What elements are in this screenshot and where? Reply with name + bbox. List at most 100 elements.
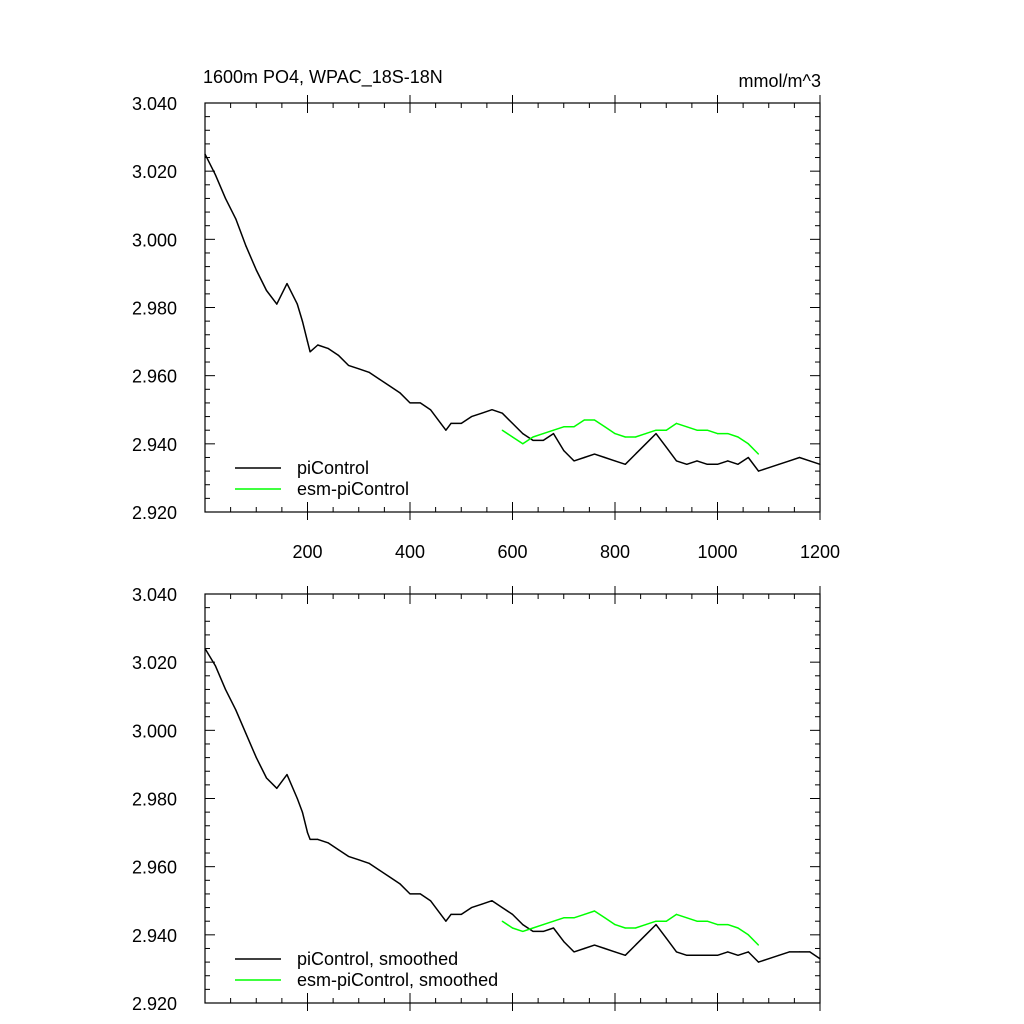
data-point bbox=[737, 463, 739, 465]
data-point bbox=[306, 831, 309, 834]
data-point bbox=[306, 340, 309, 343]
data-point bbox=[809, 951, 811, 953]
data-point bbox=[675, 460, 678, 462]
data-point bbox=[511, 927, 514, 929]
data-point bbox=[747, 951, 749, 953]
data-point bbox=[604, 426, 606, 428]
data-point bbox=[399, 392, 401, 394]
data-point bbox=[645, 433, 647, 435]
data-point bbox=[470, 415, 473, 418]
data-point bbox=[624, 436, 626, 438]
data-point bbox=[604, 456, 606, 459]
data-point bbox=[501, 906, 503, 909]
y-tick-label: 2.940 bbox=[132, 435, 177, 455]
data-point bbox=[224, 197, 227, 200]
data-point bbox=[655, 433, 657, 435]
data-point bbox=[696, 460, 698, 462]
y-tick-label: 2.960 bbox=[132, 367, 177, 387]
data-point bbox=[747, 934, 749, 936]
data-point bbox=[491, 900, 493, 902]
data-point bbox=[716, 924, 719, 926]
data-point bbox=[409, 402, 411, 404]
data-point bbox=[757, 961, 760, 963]
data-point bbox=[634, 944, 637, 946]
data-point bbox=[686, 463, 688, 465]
series-line-picontrol-smoothed bbox=[204, 648, 821, 963]
data-point bbox=[532, 927, 534, 929]
data-point bbox=[358, 368, 360, 370]
x-tick-label: 1000 bbox=[697, 542, 737, 562]
y-tick-label: 2.920 bbox=[132, 994, 177, 1014]
x-tick-label: 600 bbox=[497, 542, 527, 562]
legend-label: piControl bbox=[297, 458, 369, 478]
data-point bbox=[347, 855, 350, 858]
data-point bbox=[255, 757, 257, 759]
data-point bbox=[696, 429, 698, 431]
data-point bbox=[399, 883, 401, 885]
data-point bbox=[265, 777, 268, 779]
data-point bbox=[429, 900, 432, 902]
data-point bbox=[368, 862, 370, 864]
data-point bbox=[757, 453, 760, 455]
data-point bbox=[737, 927, 739, 929]
data-point bbox=[301, 811, 303, 813]
data-point bbox=[378, 378, 380, 380]
data-point bbox=[573, 951, 575, 953]
data-point bbox=[522, 930, 524, 933]
data-point bbox=[309, 838, 311, 841]
data-point bbox=[593, 419, 596, 421]
data-point bbox=[563, 917, 565, 919]
data-point bbox=[645, 924, 647, 926]
y-tick-label: 3.020 bbox=[132, 653, 177, 673]
data-point bbox=[296, 797, 298, 800]
x-tick-label: 1200 bbox=[800, 542, 840, 562]
y-tick-label: 3.000 bbox=[132, 230, 177, 250]
plot-left-title: 1600m PO4, WPAC_18S-18N bbox=[203, 67, 443, 88]
top-panel: 2.920 2.940 2.960 2.980 3.000 3.020 3.040 200 40… bbox=[132, 94, 840, 562]
data-point bbox=[450, 422, 452, 424]
series-line-esm-picontrol bbox=[501, 419, 760, 455]
data-point bbox=[727, 433, 729, 435]
data-point bbox=[460, 913, 462, 915]
y-tick-label: 3.040 bbox=[132, 585, 177, 605]
y-tick-label: 2.920 bbox=[132, 503, 177, 523]
data-point bbox=[522, 443, 524, 445]
data-point bbox=[542, 930, 544, 933]
data-point bbox=[409, 893, 411, 895]
data-point bbox=[337, 849, 339, 851]
data-point bbox=[501, 412, 503, 414]
data-point bbox=[450, 913, 452, 915]
data-point bbox=[317, 838, 319, 841]
data-point bbox=[593, 453, 596, 455]
data-point bbox=[788, 460, 790, 462]
data-point bbox=[645, 934, 647, 936]
data-point bbox=[573, 917, 575, 919]
data-point bbox=[675, 913, 678, 915]
data-point bbox=[645, 443, 647, 445]
data-point bbox=[481, 903, 483, 905]
data-point bbox=[706, 954, 708, 956]
data-point bbox=[337, 354, 339, 356]
data-point bbox=[634, 927, 637, 929]
data-point bbox=[235, 709, 237, 711]
data-point bbox=[276, 303, 278, 305]
data-point bbox=[214, 173, 216, 176]
data-point bbox=[511, 422, 514, 424]
data-point bbox=[747, 456, 749, 459]
y-tick-label: 3.000 bbox=[132, 721, 177, 741]
data-point bbox=[388, 385, 391, 387]
data-point bbox=[583, 913, 585, 915]
y-tick-label: 2.980 bbox=[132, 299, 177, 319]
data-point bbox=[706, 920, 708, 922]
data-point bbox=[419, 402, 421, 404]
data-point bbox=[419, 893, 421, 895]
data-point bbox=[388, 876, 391, 878]
data-point bbox=[614, 460, 616, 462]
data-point bbox=[604, 947, 606, 950]
legend-label: esm-piControl bbox=[297, 479, 409, 499]
data-point bbox=[563, 450, 565, 452]
data-point bbox=[593, 944, 596, 946]
data-point bbox=[552, 429, 555, 431]
data-point bbox=[778, 954, 780, 956]
data-point bbox=[378, 869, 380, 871]
